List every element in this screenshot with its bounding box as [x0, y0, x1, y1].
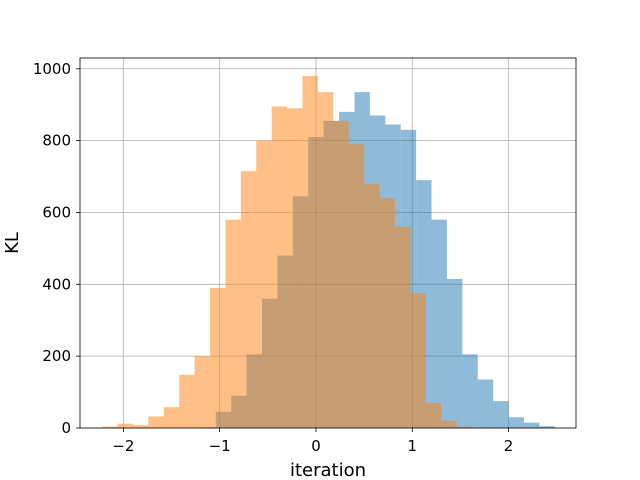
histogram-bar: [317, 92, 334, 428]
histogram-bar: [240, 171, 257, 428]
histogram-bar: [210, 287, 226, 428]
histogram-bar: [462, 354, 478, 428]
y-tick-label: 800: [42, 132, 71, 150]
x-axis-label: iteration: [290, 460, 366, 480]
histogram-series-2: [102, 75, 472, 429]
y-axis-label: KL: [2, 232, 23, 254]
histogram-bar: [364, 183, 380, 428]
histogram-bar: [163, 407, 180, 428]
y-tick-label: 1000: [33, 60, 71, 78]
plot-frame: [79, 57, 577, 429]
histogram-bar: [256, 140, 272, 429]
y-axis-ticks: 0 200 400 600 800 1000: [33, 60, 80, 437]
histogram-bar: [456, 426, 472, 428]
histogram-bar: [425, 402, 442, 428]
histogram-bar: [179, 374, 195, 428]
histogram-bar: [271, 106, 288, 428]
y-tick-label: 0: [61, 419, 71, 437]
histogram-bar: [394, 226, 411, 428]
histogram-bar: [493, 401, 509, 428]
histogram-bar: [225, 219, 241, 428]
y-tick-label: 400: [42, 275, 71, 293]
histogram-bar: [348, 144, 365, 428]
x-tick-label: −1: [209, 437, 231, 455]
x-tick-label: 0: [311, 437, 321, 455]
x-tick-label: 2: [504, 437, 514, 455]
histogram-bar: [431, 219, 447, 428]
x-tick-label: 1: [407, 437, 417, 455]
x-axis-ticks: −2 −1 0 1 2: [112, 428, 513, 455]
histogram-bar: [410, 293, 426, 428]
histogram-bar: [132, 425, 149, 428]
histogram-bar: [477, 379, 494, 428]
histogram-bar: [102, 426, 118, 428]
histogram-bar: [508, 417, 524, 428]
histogram-bar: [333, 120, 349, 428]
histogram-bar: [287, 108, 303, 428]
histogram-bar: [302, 75, 318, 428]
histogram-bar: [523, 422, 540, 428]
histogram-bar: [379, 198, 395, 428]
histogram-bar: [194, 356, 211, 428]
histogram-bar: [117, 423, 133, 428]
y-tick-label: 600: [42, 203, 71, 221]
x-tick-label: −2: [112, 437, 134, 455]
bars: [102, 75, 555, 429]
y-tick-label: 200: [42, 347, 71, 365]
histogram-bar: [441, 420, 457, 428]
histogram-bar: [446, 278, 463, 428]
histogram-bar: [148, 416, 164, 428]
histogram-bar: [539, 426, 555, 428]
